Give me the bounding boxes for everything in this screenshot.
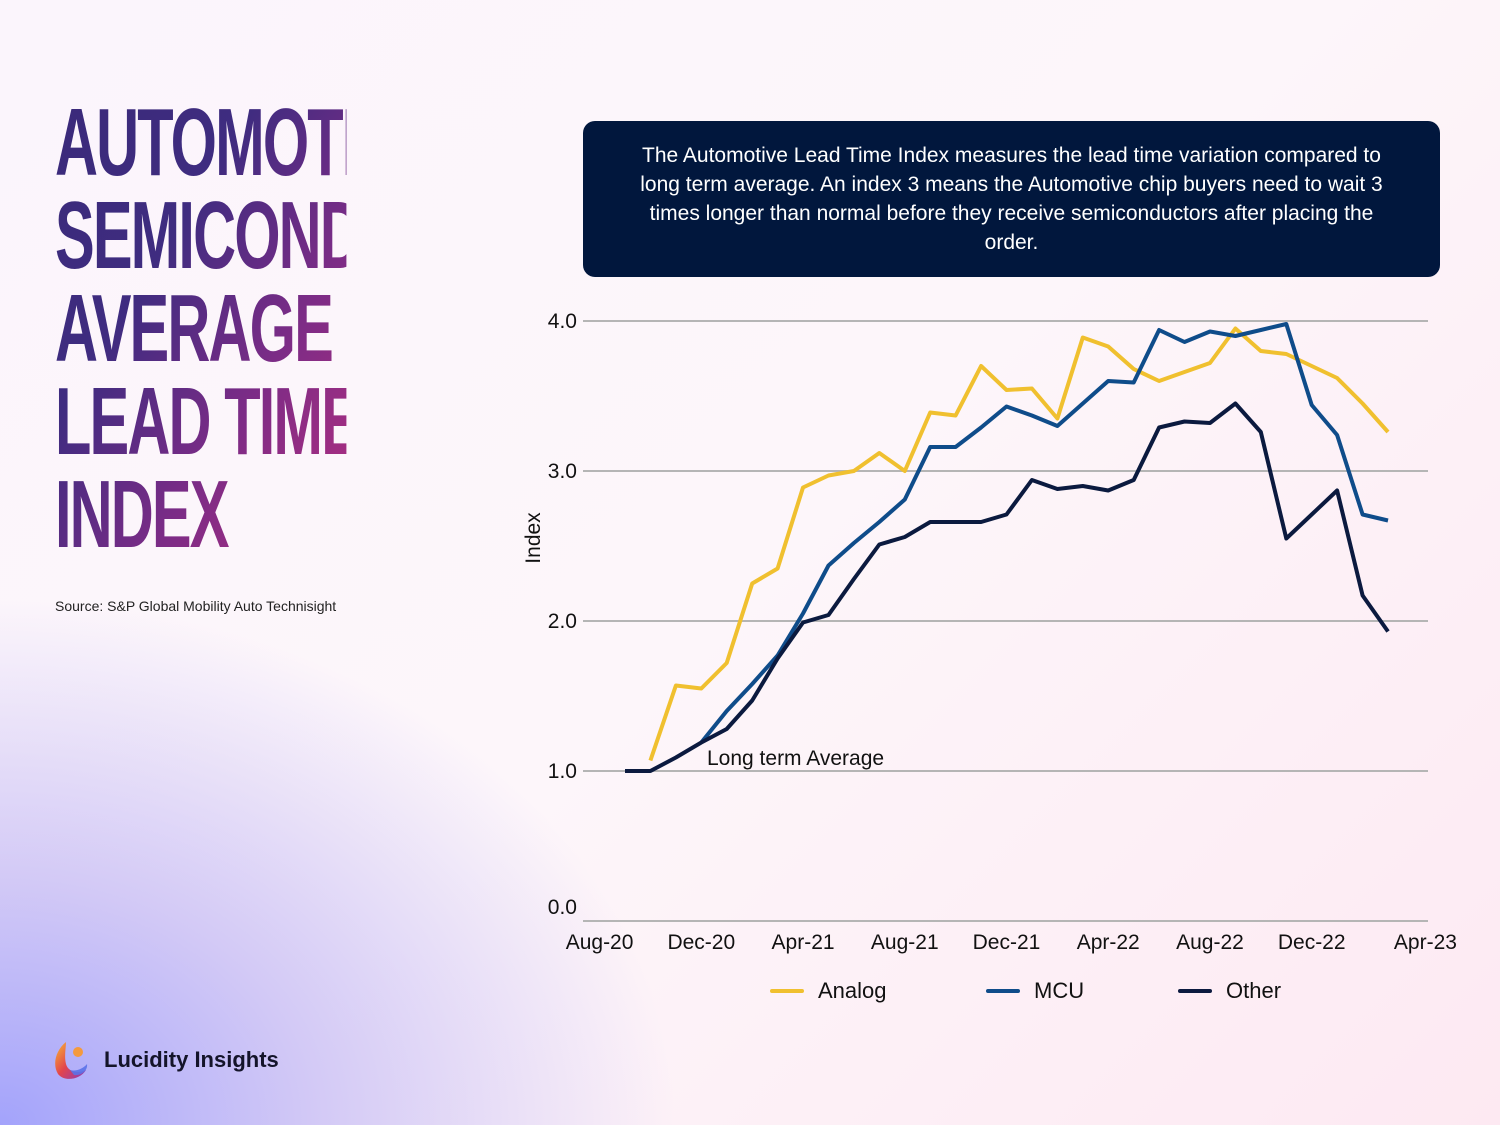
legend-label: Analog <box>818 978 887 1003</box>
series-other <box>624 401 1390 773</box>
x-tick-label: Apr-22 <box>1077 931 1140 954</box>
x-tick-label: Dec-22 <box>1278 931 1346 954</box>
lucidity-logo-icon <box>55 1042 88 1079</box>
x-tick-label: Apr-23 <box>1394 931 1457 954</box>
y-tick-label: 4.0 <box>548 310 577 333</box>
info-box: The Automotive Lead Time Index measures … <box>583 121 1440 277</box>
y-tick-label: 0.0 <box>548 896 577 919</box>
brand-name: Lucidity Insights <box>104 1047 279 1072</box>
info-box-text: The Automotive Lead Time Index measures … <box>640 144 1383 254</box>
x-tick-label: Aug-20 <box>566 931 634 954</box>
long-term-average-annotation: Long term Average <box>707 747 884 770</box>
series-line-other <box>625 401 1390 773</box>
series-analog <box>648 326 1390 762</box>
y-tick-label: 2.0 <box>548 610 577 633</box>
x-tick-label: Apr-21 <box>772 931 835 954</box>
legend-label: MCU <box>1034 978 1084 1003</box>
x-tick-label: Dec-21 <box>973 931 1041 954</box>
series-line-analog <box>648 326 1390 762</box>
y-axis-label: Index <box>522 512 545 564</box>
x-tick-label: Dec-20 <box>667 931 735 954</box>
legend-item-other: Other <box>1178 978 1281 1003</box>
y-tick-label: 1.0 <box>548 760 577 783</box>
series-line-mcu <box>699 322 1389 744</box>
legend-item-analog: Analog <box>770 978 887 1003</box>
legend-label: Other <box>1226 978 1281 1003</box>
legend-item-mcu: MCU <box>986 978 1084 1003</box>
x-tick-label: Aug-21 <box>871 931 939 954</box>
x-tick-label: Aug-22 <box>1176 931 1244 954</box>
y-tick-label: 3.0 <box>548 460 577 483</box>
brand-logo: Lucidity Insights <box>52 1040 279 1080</box>
source-note: Source: S&P Global Mobility Auto Technis… <box>55 598 337 614</box>
